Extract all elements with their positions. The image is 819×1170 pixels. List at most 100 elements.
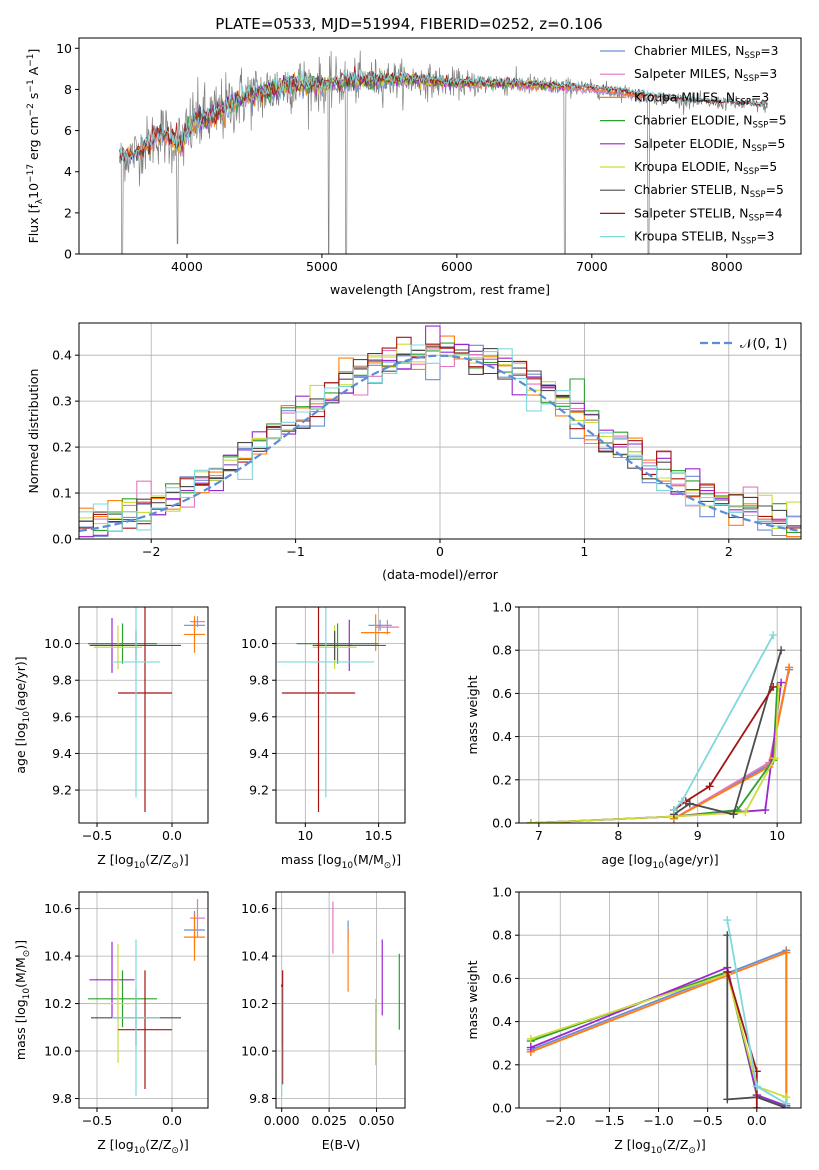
- label-part: 10: [22, 988, 32, 1000]
- label-part: −1: [26, 79, 36, 92]
- y-tick-label: 0.2: [492, 1057, 512, 1072]
- plot-area: [526, 916, 791, 1108]
- x-tick-label: 2: [725, 544, 733, 559]
- x-tick-label: 0.025: [311, 1113, 347, 1128]
- y-tick-label: 9.8: [52, 673, 72, 688]
- label-part: (age/yr)]: [13, 656, 28, 711]
- legend-sub: SSP: [743, 74, 759, 84]
- label-part: Z [log: [97, 1137, 133, 1152]
- label-part: )]: [696, 1137, 706, 1152]
- legend-text: Kroupa MILES, N: [634, 90, 735, 104]
- legend-text: Chabrier MILES, N: [634, 44, 744, 58]
- label-part: ⊙: [171, 861, 179, 871]
- x-axis-label: E(B-V): [322, 1137, 361, 1152]
- y-tick-label: 0.3: [52, 394, 72, 409]
- marker-kroupa-stelib: [752, 1082, 761, 1091]
- weight-line-kroupa-elodie: [530, 686, 780, 823]
- y-tick-label: 0.2: [492, 772, 512, 787]
- x-tick-label: 0.050: [359, 1113, 395, 1128]
- x-tick-label: 0.000: [264, 1113, 300, 1128]
- marker-salpeter-stelib: [705, 782, 714, 791]
- label-part: Z [log: [97, 852, 133, 867]
- marker-kroupa-stelib: [669, 806, 678, 815]
- legend-text: Salpeter MILES, N: [634, 67, 743, 81]
- axes-frame: [275, 606, 406, 824]
- y-tick-label: 9.4: [249, 746, 269, 761]
- legend-entry: Kroupa MILES, NSSP=3: [634, 90, 769, 107]
- x-tick-label: 10: [769, 828, 785, 843]
- legend-entry: 𝒩(0, 1): [740, 337, 787, 352]
- axes-mass_vs_Z: −0.5 0.0 9.8 10.0 10.2 10.4 10.6: [44, 891, 209, 1128]
- marker-kroupa-stelib: [677, 797, 686, 806]
- legend-entry: Salpeter STELIB, NSSP=4: [634, 206, 783, 223]
- label-part: (Z/Z: [145, 1137, 171, 1152]
- plot-area: [281, 901, 400, 1097]
- grid: [519, 606, 801, 824]
- label-part: −17: [26, 164, 36, 183]
- plot-area: [88, 607, 205, 813]
- y-tick-label: 10.4: [44, 949, 72, 964]
- x-tick-label: 7000: [576, 259, 608, 274]
- x-tick-label: 8000: [711, 259, 743, 274]
- y-tick-label: 10.0: [241, 1044, 269, 1059]
- x-tick-label: 9: [694, 828, 702, 843]
- label-part: 10: [653, 861, 665, 871]
- x-tick-label: 8: [614, 828, 622, 843]
- x-tick-label: −0.5: [82, 1113, 112, 1128]
- marker-kroupa-stelib: [723, 916, 732, 925]
- label-part: ]: [26, 49, 41, 54]
- legend-sub: SSP: [750, 190, 766, 200]
- x-tick-label: 10: [297, 828, 313, 843]
- x-tick-label: −1.0: [643, 1113, 673, 1128]
- x-axis-label: Z [log10(Z/Z⊙)]: [614, 1137, 705, 1156]
- y-tick-label: 10.4: [241, 949, 269, 964]
- chart-title: PLATE=0533, MJD=51994, FIBERID=0252, z=0…: [215, 15, 602, 33]
- y-tick-label: 0.4: [52, 348, 72, 363]
- weight-line-chabrier-miles: [673, 669, 790, 820]
- marker-salpeter-stelib: [769, 682, 778, 691]
- marker-kroupa-elodie: [741, 808, 750, 817]
- label-part: −2: [26, 103, 36, 116]
- plot-area: [79, 325, 801, 538]
- legend-text: Chabrier ELODIE, N: [634, 114, 752, 128]
- label-part: 10: [26, 183, 41, 199]
- plot-area: [88, 899, 205, 1097]
- y-tick-label: 0.6: [492, 686, 512, 701]
- legend-text: Salpeter ELODIE, N: [634, 137, 751, 151]
- histogram-kroupa-stelib: [79, 344, 801, 532]
- y-tick-label: 9.4: [52, 746, 72, 761]
- legend-text: Salpeter STELIB, N: [634, 206, 749, 220]
- legend-entry: Kroupa STELIB, NSSP=3: [634, 230, 775, 247]
- x-axis-label: Z [log10(Z/Z⊙)]: [97, 1137, 188, 1156]
- marker-chabrier-stelib: [723, 1095, 732, 1104]
- x-axis-label: Z [log10(Z/Z⊙)]: [97, 852, 188, 871]
- y-tick-label: 0.4: [492, 729, 512, 744]
- plot-area: [277, 607, 400, 813]
- marker-kroupa-miles: [782, 948, 791, 957]
- plot-area: [526, 631, 794, 823]
- y-tick-label: 6: [64, 123, 72, 138]
- label-part: )]: [179, 1137, 189, 1152]
- axes-frame: [518, 606, 802, 824]
- y-axis-label: age [log10(age/yr)]: [13, 656, 32, 773]
- x-axis-label: (data-model)/error: [382, 567, 499, 582]
- marker-kroupa-elodie: [526, 819, 535, 823]
- legend-sub: SSP: [744, 51, 760, 61]
- axes-mass_vs_ebv: 0.000 0.025 0.050 9.8 10.0 10.2 10.4 10.6: [241, 891, 406, 1128]
- y-tick-label: 0.8: [492, 928, 512, 943]
- legend-entry: Salpeter MILES, NSSP=3: [634, 67, 777, 84]
- legend-text: Chabrier STELIB, N: [634, 183, 750, 197]
- y-tick-label: 1.0: [492, 885, 512, 900]
- y-tick-label: 9.8: [249, 1091, 269, 1106]
- y-tick-label: 9.6: [52, 709, 72, 724]
- axes-frame: [78, 37, 802, 255]
- grid: [79, 892, 208, 1108]
- weight-line-chabrier-stelib: [673, 649, 782, 816]
- label-part: ⊙: [22, 950, 32, 958]
- grid: [276, 892, 405, 1108]
- marker-kroupa-stelib: [782, 1099, 791, 1108]
- axes-frame: [78, 322, 802, 540]
- y-tick-label: 10.0: [44, 636, 72, 651]
- grid: [79, 607, 208, 823]
- axes-weight_vs_Z: −2.0 −1.5 −1.0 −0.5 0.0 0.0 0.2 0.4 0.6 0.8 1.0: [492, 885, 802, 1128]
